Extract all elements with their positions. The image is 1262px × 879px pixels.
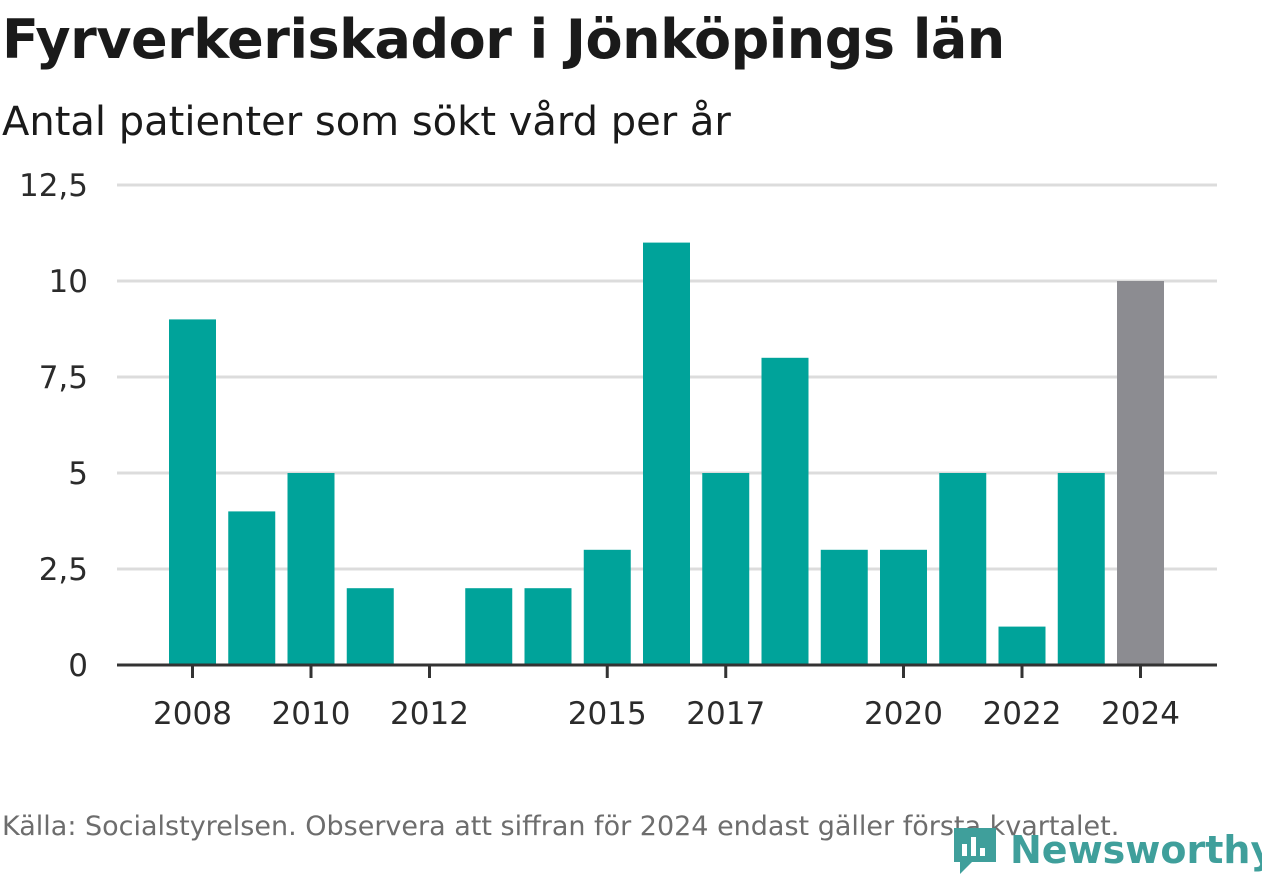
bar-2013 [465, 588, 513, 665]
x-tick-label: 2017 [686, 696, 765, 732]
y-tick-label: 2,5 [39, 552, 88, 588]
x-axis-labels: 2008 2010 2012 2015 2017 2020 2022 2024 [153, 696, 1180, 732]
x-tick-label: 2010 [272, 696, 351, 732]
y-tick-label: 7,5 [39, 360, 88, 396]
bar-2020 [880, 549, 927, 665]
brand-logo: Newsworthy [950, 822, 1262, 878]
y-tick-label: 12,5 [19, 168, 88, 204]
bar-2008 [169, 319, 216, 665]
bar-2011 [346, 588, 394, 665]
x-tick-label: 2008 [153, 696, 232, 732]
x-tick-label: 2022 [983, 696, 1062, 732]
x-tick-label: 2020 [864, 696, 943, 732]
bar-2015 [583, 549, 631, 665]
chart-subtitle: Antal patienter som sökt vård per år [2, 99, 731, 145]
brand-name: Newsworthy [1010, 828, 1262, 872]
chart-title: Fyrverkeriskador i Jönköpings län [2, 8, 1005, 71]
bar-2024 [1117, 281, 1164, 665]
bar-2009 [228, 511, 276, 665]
bar-2016 [643, 242, 690, 665]
bar-2019 [820, 549, 868, 665]
x-tick-label: 2024 [1101, 696, 1180, 732]
bar-2010 [287, 473, 335, 665]
y-tick-label: 10 [49, 264, 88, 300]
y-tick-label: 0 [68, 648, 88, 684]
bar-2021 [939, 473, 987, 665]
bar-2022 [998, 626, 1046, 665]
bar-2017 [702, 473, 750, 665]
bar-2023 [1057, 473, 1105, 665]
newsworthy-logo-icon [954, 828, 996, 874]
x-tick-label: 2015 [568, 696, 647, 732]
x-axis [117, 663, 1217, 678]
bars [169, 242, 1164, 665]
y-tick-label: 5 [68, 456, 88, 492]
bar-2018 [761, 357, 809, 665]
x-tick-label: 2012 [390, 696, 469, 732]
y-axis-labels: 0 2,5 5 7,5 10 12,5 [19, 168, 88, 684]
source-note: Källa: Socialstyrelsen. Observera att si… [2, 811, 1120, 842]
bar-2014 [524, 588, 572, 665]
